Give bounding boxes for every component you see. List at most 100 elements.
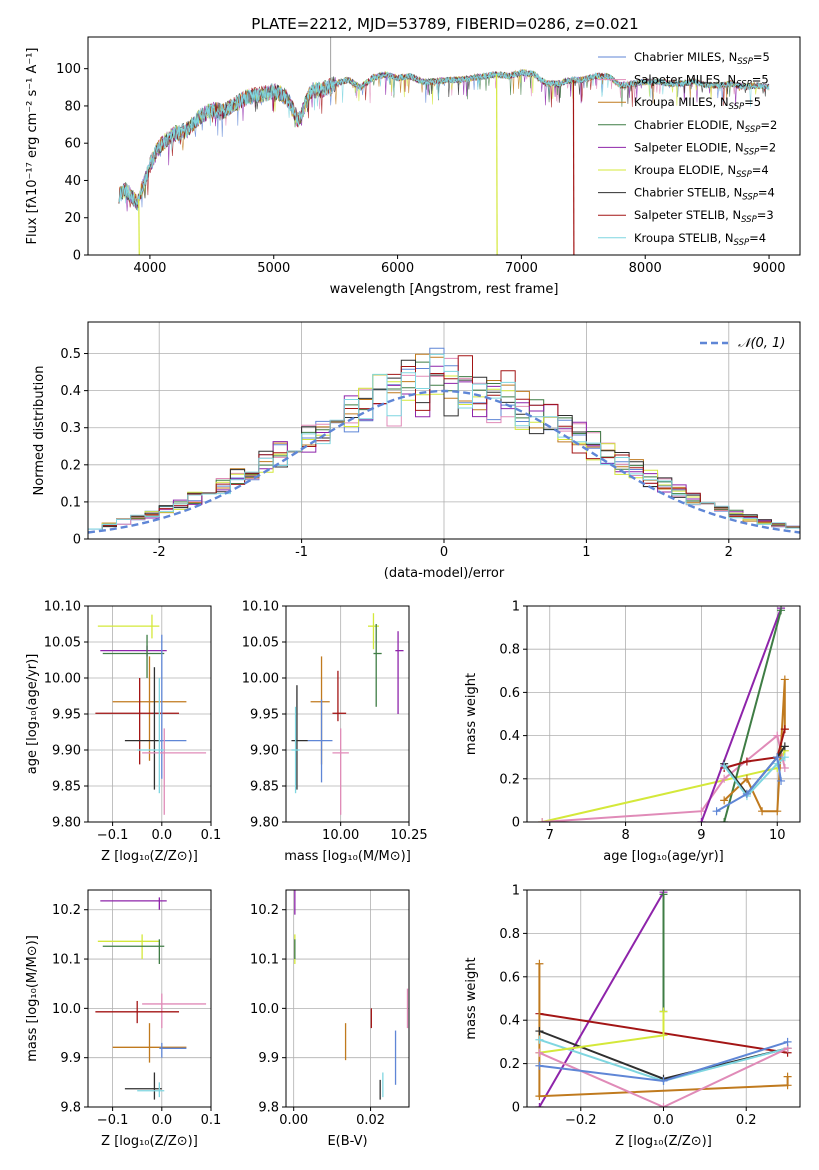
x-tick-label: 0.0 [151,1113,172,1128]
x-tick-label: 0.1 [201,828,222,843]
weight-marker [659,1031,668,1040]
y-tick-label: 0 [512,1101,520,1116]
legend-label: Kroupa MILES, NSSP=5 [634,95,761,112]
x-tick-label: −0.1 [97,1113,129,1128]
panel-age-vs-Z: −0.1 0.0 0.1 9.80 9.85 9.90 9.95 10.00 10.05 10.1… [25,600,221,865]
weight-marker [773,731,782,740]
weight-marker [742,774,751,783]
x-tick-label: 0.0 [653,1113,674,1128]
weight-marker [742,789,751,798]
axes-frame [526,605,801,823]
y-tick-label: 80 [64,99,81,114]
figure-title: PLATE=2212, MJD=53789, FIBERID=0286, z=0… [251,15,638,33]
weight-series [700,607,782,822]
y-tick-label: 40 [64,174,81,189]
y-tick-label: 10.2 [250,903,279,918]
y-tick-label: 0.1 [60,495,81,510]
panel-weight-vs-age: 7 8 9 10 0 0.2 0.4 0.6 0.8 1 age [log₁₀(age/yr)] ma… [464,600,801,864]
y-tick-label: 10.2 [52,903,81,918]
x-axis-label: mass [log₁₀(M/M⊙)] [284,849,411,864]
y-axis-label: mass [log₁₀(M/M⊙)] [25,935,40,1062]
weight-marker [535,1027,544,1036]
y-tick-label: 10.10 [44,600,81,615]
weight-series [723,756,786,798]
weight-marker [712,807,721,816]
weight-marker [783,1072,792,1081]
x-tick-label: 0.00 [279,1113,308,1128]
weight-marker [697,818,706,822]
x-tick-label: 8 [621,828,629,843]
y-tick-label: 10.0 [250,1002,279,1017]
plot-area-age-vs-mass [291,613,404,815]
legend-label: Salpeter STELIB, NSSP=3 [634,208,774,225]
x-tick-label: 2 [725,545,733,560]
y-tick-label: 9.90 [52,744,81,759]
x-tick-label: 0 [440,545,448,560]
plot-area-residuals [88,347,800,534]
weight-marker [773,807,782,816]
y-tick-label: 100 [56,62,81,77]
y-tick-label: 10.00 [242,672,279,687]
weight-marker [742,757,751,766]
weight-marker [780,742,789,751]
weight-marker [535,1092,544,1101]
y-tick-label: 0.6 [499,686,520,701]
weight-marker [773,753,782,762]
x-axis-label: E(B-V) [327,1134,367,1149]
y-tick-label: 0.6 [499,970,520,985]
weight-marker [538,818,547,822]
y-tick-label: 9.90 [250,744,279,759]
legend-label: Chabrier MILES, NSSP=5 [634,50,770,67]
weight-marker [535,959,544,968]
x-tick-label: 0.0 [151,828,172,843]
histogram-series [88,353,800,530]
panel-spectrum: 4000 5000 6000 7000 8000 9000 0 20 40 60 80 100 wave… [25,36,801,297]
x-axis-label: Z [log₁₀(Z/Z⊙)] [101,849,198,864]
x-tick-label: 10.00 [322,828,359,843]
weight-marker [659,1007,668,1016]
y-axis-label: mass weight [464,673,479,755]
y-tick-label: 0.4 [60,384,81,399]
x-axis-label: age [log₁₀(age/yr)] [603,849,724,864]
legend-label: 𝒩(0, 1) [738,336,785,351]
weight-marker [535,1061,544,1070]
y-tick-label: 9.95 [52,708,81,723]
x-tick-label: 7000 [505,261,538,276]
y-tick-label: 0.8 [499,643,520,658]
x-axis-label: Z [log₁₀(Z/Z⊙)] [615,1134,712,1149]
y-tick-label: 10.10 [242,600,279,615]
y-tick-label: 9.9 [60,1051,81,1066]
weight-marker [780,725,789,734]
y-tick-label: 10.1 [250,953,279,968]
panel-weight-vs-Z: −0.2 0.0 0.2 0 0.2 0.4 0.6 0.8 1 Z [log₁₀(Z/Z⊙)] m… [464,884,801,1149]
axes-frame [285,889,410,1108]
spectrum-line [118,69,770,205]
weight-marker [720,796,729,805]
legend-label: Chabrier ELODIE, NSSP=2 [634,118,777,135]
y-axis-label: mass weight [464,957,479,1039]
y-tick-label: 9.95 [250,708,279,723]
normal-curve [88,389,800,534]
legend-label: Chabrier STELIB, NSSP=4 [634,186,775,203]
x-tick-label: 9000 [752,261,785,276]
y-tick-label: 9.85 [250,780,279,795]
x-tick-label: 6000 [381,261,414,276]
x-tick-label: 10 [769,828,786,843]
y-tick-label: 9.85 [52,780,81,795]
panel-residuals: -2 -1 0 1 2 0 0.1 0.2 0.3 0.4 0.5 (data-model)/erro… [32,321,801,581]
x-tick-label: 4000 [133,261,166,276]
plot-area-weight-vs-age [538,606,789,822]
panel-mass-vs-Z: −0.1 0.0 0.1 9.8 9.9 10.0 10.1 10.2 Z [log₁₀(Z/Z… [25,889,221,1149]
x-tick-label: -2 [153,545,166,560]
weight-series [723,679,786,813]
y-tick-label: 10.1 [52,953,81,968]
x-tick-label: 0.2 [736,1113,757,1128]
x-tick-label: −0.1 [97,828,129,843]
y-axis-label: Flux [fλ10⁻¹⁷ erg cm⁻² s⁻¹ A⁻¹] [25,48,40,245]
y-axis-label: age [log₁₀(age/yr)] [25,654,40,775]
x-tick-label: 0.02 [356,1113,385,1128]
y-tick-label: 9.80 [52,816,81,831]
weight-marker [659,1076,668,1085]
x-tick-label: 1 [582,545,590,560]
